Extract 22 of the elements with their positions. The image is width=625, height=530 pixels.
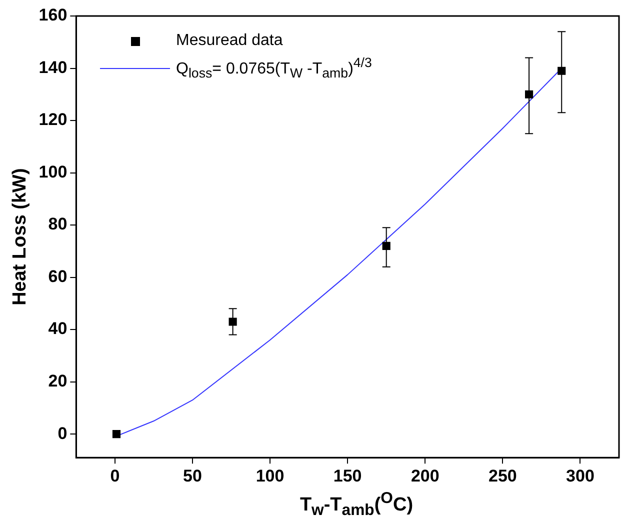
legend-label: Q$_{loss}$= 0.0765(T$_{W}$ -T$_{amb}$)$^{4/3}$ — [176, 54, 372, 83]
y-tick-label: 40 — [48, 319, 68, 338]
x-tick-label: 250 — [488, 466, 517, 486]
y-tick-label: 140 — [38, 58, 68, 77]
x-tick-label: 200 — [410, 466, 440, 486]
x-tick-label: 100 — [256, 466, 284, 486]
y-tick-label: 0 — [58, 424, 68, 443]
y-tick-label: 160 — [38, 6, 68, 25]
y-axis-title: Heat Loss (kW) — [10, 168, 31, 306]
x-tick-label: 300 — [566, 466, 594, 486]
y-tick-label: 20 — [48, 372, 68, 391]
y-tick-label: 80 — [48, 214, 68, 234]
legend-label: Mesuread data — [176, 31, 283, 51]
point — [112, 430, 121, 438]
x-tick-label: 150 — [333, 466, 362, 486]
x-tick-label: 50 — [183, 466, 202, 486]
y-tick-label: 60 — [48, 266, 68, 286]
x-axis-title: T$_{w}$-T$_{amb}$($^{O}$C) — [298, 490, 414, 520]
y-tick-label: 100 — [38, 162, 68, 182]
y-tick-label: 120 — [38, 110, 68, 130]
x-tick-label: 0 — [110, 466, 120, 486]
point — [228, 318, 237, 326]
